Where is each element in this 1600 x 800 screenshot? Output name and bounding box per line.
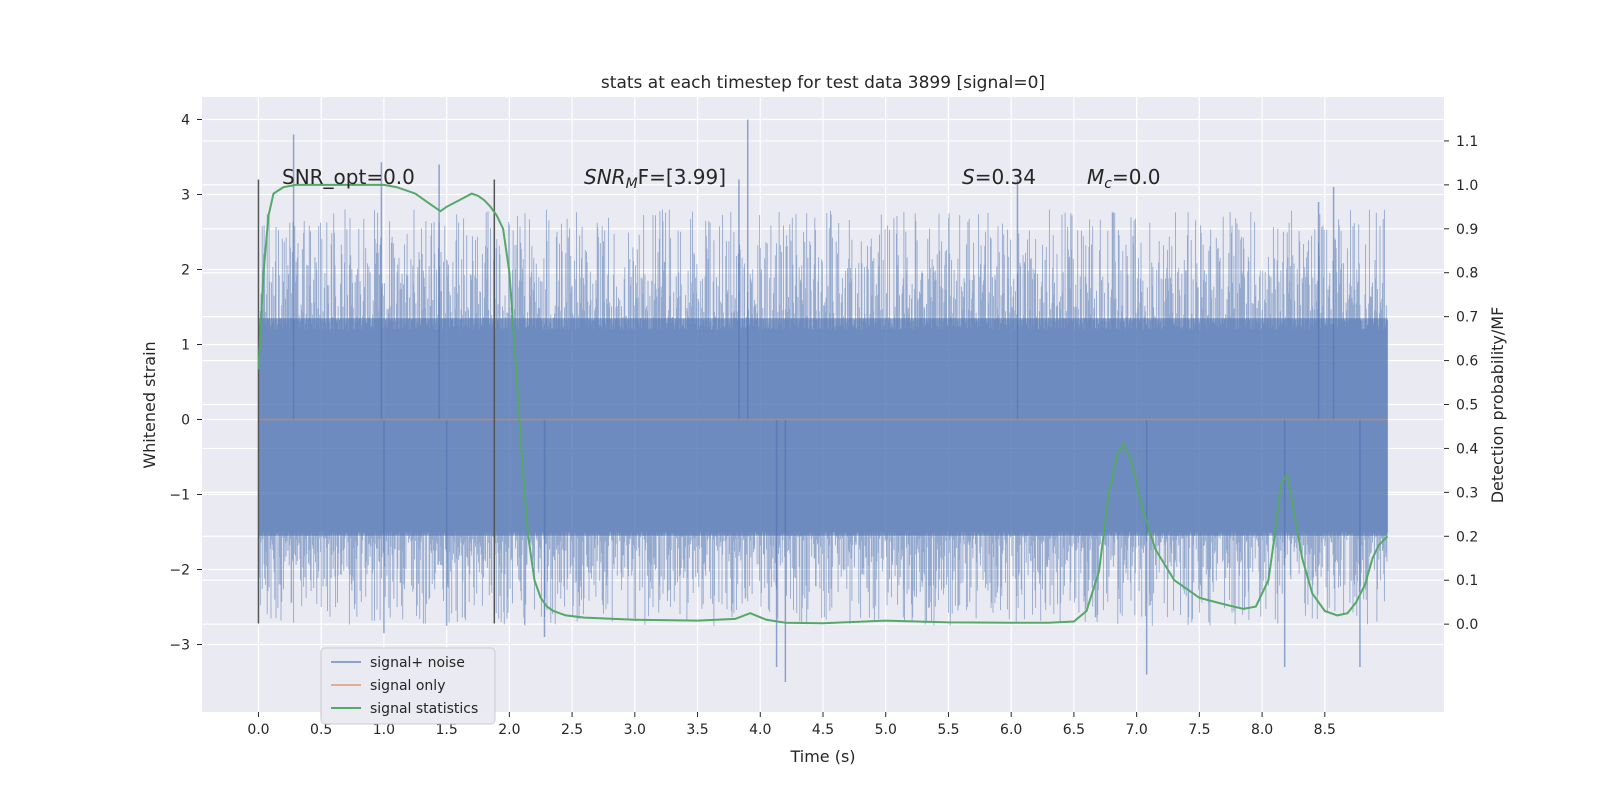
signal-statistics-series <box>257 183 1389 625</box>
mc-rest: =0.0 <box>1112 165 1161 189</box>
y-right-tick-label-11: 0.0 <box>1456 617 1478 633</box>
legend-label-signal-noise: signal+ noise <box>370 655 465 671</box>
y-right-tick-label-6: 0.5 <box>1456 398 1478 414</box>
x-tick-label-5: 2.5 <box>561 722 583 738</box>
y-tick-label-7: −3 <box>169 638 190 654</box>
snr-mf-rest: F=[3.99] <box>638 165 726 189</box>
y-tick-label-4: 0 <box>181 413 190 429</box>
x-tick-label-12: 6.0 <box>1000 722 1022 738</box>
y-right-tick-label-8: 0.3 <box>1456 485 1478 501</box>
annotation-snr-mf: SNRMF=[3.99] <box>584 165 726 192</box>
y-right-tick-label-4: 0.7 <box>1456 310 1478 326</box>
y-right-tick-label-7: 0.4 <box>1456 441 1478 457</box>
y-tick-label-1: 3 <box>181 188 190 204</box>
y-right-tick-label-5: 0.6 <box>1456 354 1478 370</box>
y-right-tick-label-2: 0.9 <box>1456 222 1478 238</box>
y-right-tick-label-9: 0.2 <box>1456 529 1478 545</box>
x-tick-label-9: 4.5 <box>812 722 834 738</box>
annotation-snr-opt: SNR_opt=0.0 <box>282 165 415 189</box>
snr-mf-main: SNR <box>584 165 626 189</box>
y-tick-label-3: 1 <box>181 338 190 354</box>
x-tick-label-13: 6.5 <box>1063 722 1085 738</box>
mc-main: M <box>1087 165 1104 189</box>
x-tick-label-6: 3.0 <box>624 722 646 738</box>
y-right-tick-label-3: 0.8 <box>1456 266 1478 282</box>
legend-label-signal-only: signal only <box>370 678 445 694</box>
chart-title: stats at each timestep for test data 389… <box>601 73 1045 93</box>
right-axis-label: Detection probability/MF <box>1488 307 1507 504</box>
x-tick-label-14: 7.0 <box>1126 722 1148 738</box>
x-axis-ticks: 0.0 0.5 1.0 1.5 2.0 2.5 3.0 3.5 4.0 4.5 5.0 5.5 6.0 6… <box>247 712 1336 738</box>
x-tick-label-1: 0.5 <box>310 722 332 738</box>
annotation-mc: Mc=0.0 <box>1087 165 1161 192</box>
mc-sub: c <box>1104 176 1112 192</box>
annotation-s: S=0.34 <box>962 165 1036 189</box>
y-axis-label: Whitened strain <box>140 341 159 468</box>
x-tick-label-2: 1.0 <box>373 722 395 738</box>
legend: signal+ noise signal only signal statist… <box>320 647 496 725</box>
x-tick-label-17: 8.5 <box>1314 722 1336 738</box>
x-tick-label-8: 4.0 <box>749 722 771 738</box>
y-tick-label-5: −1 <box>169 488 190 504</box>
signal-statistics-line <box>257 183 1389 625</box>
y-right-tick-label-0: 1.1 <box>1456 134 1478 150</box>
signal-noise-series <box>258 119 1388 682</box>
y-tick-label-6: −2 <box>169 563 190 579</box>
y-tick-label-0: 4 <box>181 113 190 129</box>
x-axis-label: Time (s) <box>789 747 855 766</box>
x-tick-label-0: 0.0 <box>247 722 269 738</box>
y-right-tick-label-10: 0.1 <box>1456 573 1478 589</box>
y-tick-label-2: 2 <box>181 263 190 279</box>
x-tick-label-10: 5.0 <box>875 722 897 738</box>
x-tick-label-11: 5.5 <box>937 722 959 738</box>
s-rest: =0.34 <box>975 165 1036 189</box>
x-tick-label-3: 1.5 <box>436 722 458 738</box>
legend-box <box>320 647 496 725</box>
legend-label-signal-statistics: signal statistics <box>370 701 478 717</box>
y-axis-ticks: 4 3 2 1 0 −1 −2 −3 <box>169 113 202 654</box>
s-var: S <box>962 165 975 189</box>
snr-mf-sub: M <box>626 176 638 192</box>
x-tick-label-16: 8.0 <box>1251 722 1273 738</box>
right-axis-ticks: 1.1 1.0 0.9 0.8 0.7 0.6 0.5 0.4 0.3 0.2 0.1 0.0 <box>1444 134 1478 633</box>
x-tick-label-15: 7.5 <box>1188 722 1210 738</box>
marker-lines <box>257 179 496 624</box>
x-tick-label-7: 3.5 <box>686 722 708 738</box>
x-tick-label-4: 2.0 <box>498 722 520 738</box>
y-right-tick-label-1: 1.0 <box>1456 178 1478 194</box>
